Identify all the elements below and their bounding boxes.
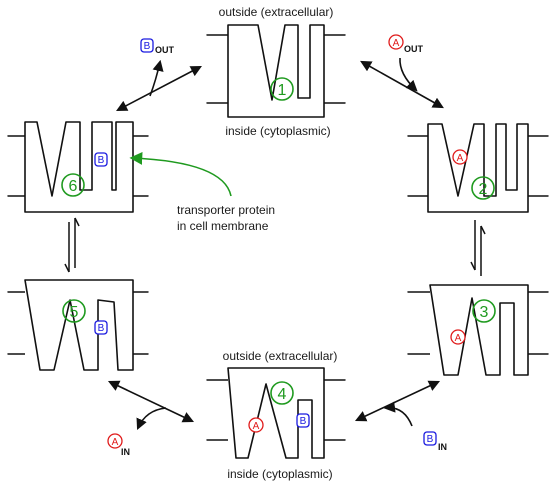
state-5-particle-b-label: B [98, 323, 105, 334]
state-4-number-circle [270, 381, 294, 405]
outside-label-top: outside (extracellular) [219, 5, 334, 19]
state-2-particle-a [452, 149, 468, 165]
a-out-subscript: OUT [404, 44, 424, 54]
b-in-particle-label: B [427, 434, 434, 445]
state-6-transporter [7, 120, 149, 213]
state-4-number: 4 [278, 386, 287, 403]
a-in-particle [107, 433, 123, 449]
arrow-a-out-binding [399, 57, 418, 92]
b-out-particle-label: B [144, 41, 151, 52]
transporter-label-line2: in cell membrane [177, 219, 269, 233]
transporter-pointer-arrow [129, 152, 232, 197]
a-in-particle-label: A [112, 437, 119, 448]
b-in-subscript: IN [438, 442, 447, 452]
state-2-particle-a-label: A [457, 153, 464, 164]
state-3-transporter [407, 284, 549, 376]
state-5-number-circle [62, 299, 86, 323]
state-1-number-circle [270, 77, 294, 101]
state-5-transporter [7, 279, 149, 371]
state-6-particle-b-label: B [98, 155, 105, 166]
state-4-particle-a-label: A [253, 421, 260, 432]
transporter-label-line1: transporter protein [177, 203, 275, 217]
arrow-b-out-release [149, 59, 164, 97]
state-4-particle-b-label: B [300, 416, 307, 427]
state-3-particle-a-label: A [455, 333, 462, 344]
b-in-particle [423, 431, 437, 446]
state-6-number-circle [61, 173, 85, 197]
arrow-3-to-4 [354, 380, 441, 422]
arrow-5-to-6 [64, 217, 80, 273]
state-1-number: 1 [278, 82, 287, 99]
state-1-transporter [206, 24, 346, 118]
arrow-4-to-5 [107, 380, 195, 423]
state-3-particle-a [450, 329, 466, 345]
state-4-particle-a [248, 417, 264, 433]
b-out-particle [140, 38, 154, 53]
state-4-transporter [206, 367, 346, 459]
state-6-particle-b [94, 152, 108, 167]
state-3-number-circle [472, 299, 496, 323]
a-in-subscript: IN [121, 447, 130, 457]
arrow-6-to-1 [116, 65, 202, 112]
b-out-subscript: OUT [155, 45, 175, 55]
state-2-number: 2 [479, 181, 488, 198]
state-5-number: 5 [70, 304, 79, 321]
state-5-particle-b [94, 320, 108, 335]
state-6-number: 6 [69, 178, 78, 195]
state-2-number-circle [471, 176, 495, 200]
a-out-particle-label: A [393, 38, 400, 49]
arrow-a-in-release [136, 407, 167, 431]
outside-label-bottom: outside (extracellular) [223, 349, 338, 363]
arrow-1-to-2 [360, 60, 444, 109]
arrow-2-to-3 [470, 220, 486, 276]
inside-label-top: inside (cytoplasmic) [225, 124, 330, 138]
inside-label-bottom: inside (cytoplasmic) [227, 467, 332, 481]
arrow-b-in-binding [383, 401, 413, 427]
state-4-particle-b [296, 413, 310, 428]
a-out-particle [388, 34, 404, 50]
state-3-number: 3 [480, 304, 489, 321]
